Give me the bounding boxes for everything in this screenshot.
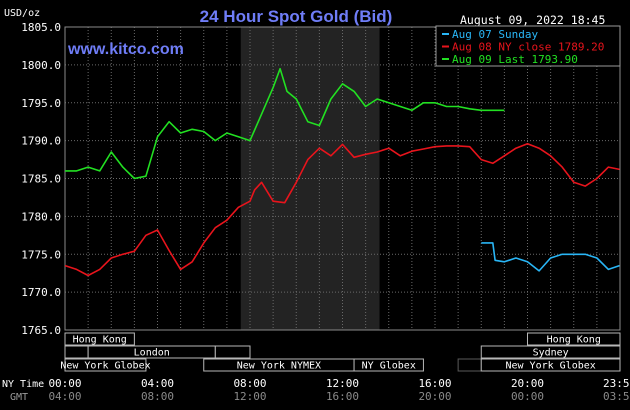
x-tick-label-ny: 00:00: [48, 377, 81, 390]
session-label: NY Globex: [362, 361, 416, 372]
session-label: Sydney: [533, 348, 569, 359]
x-tick-label-gmt: 20:00: [418, 390, 451, 403]
session-label: New York NYMEX: [237, 361, 321, 372]
y-tick-label: 1780.0: [21, 210, 61, 223]
session-bar: [214, 345, 251, 359]
website-watermark: www.kitco.com: [67, 41, 184, 58]
chart-timestamp: August 09, 2022 18:45: [460, 13, 605, 27]
session-label: New York Globex: [60, 361, 150, 372]
session-bar: [64, 358, 147, 372]
x-tick-label-ny: 04:00: [141, 377, 174, 390]
price-series-line: [65, 67, 505, 180]
x-axis-secondary-label: GMT: [10, 392, 28, 403]
x-tick-label-gmt: 04:00: [48, 390, 81, 403]
session-bar: [480, 345, 621, 359]
y-tick-label: 1775.0: [21, 248, 61, 261]
x-axis-primary-label: NY Time: [2, 379, 44, 390]
y-tick-label: 1805.0: [21, 21, 61, 34]
price-series-line: [481, 242, 620, 272]
x-tick-label-gmt: 03:59: [603, 390, 630, 403]
legend-entry: Aug 07 Sunday: [452, 28, 538, 41]
x-tick-label-gmt: 08:00: [141, 390, 174, 403]
session-label: London: [134, 348, 170, 359]
y-axis-label: USD/oz: [4, 8, 40, 19]
session-bar: [64, 332, 135, 346]
session-label: Hong Kong: [547, 335, 601, 346]
session-bar: [480, 358, 621, 372]
x-tick-label-gmt: 12:00: [233, 390, 266, 403]
legend-entry: Aug 08 NY close 1789.20: [452, 41, 604, 54]
y-tick-label: 1785.0: [21, 173, 61, 186]
y-tick-label: 1790.0: [21, 135, 61, 148]
session-bar: [527, 332, 621, 346]
x-tick-label-ny: 20:00: [511, 377, 544, 390]
x-tick-label-gmt: 16:00: [326, 390, 359, 403]
x-tick-label-ny: 23:59: [603, 377, 630, 390]
y-tick-label: 1770.0: [21, 286, 61, 299]
session-label: New York Globex: [505, 361, 595, 372]
session-label: Hong Kong: [73, 335, 127, 346]
legend-box: [435, 25, 621, 67]
y-tick-label: 1765.0: [21, 324, 61, 337]
plot-frame: [64, 26, 621, 331]
session-bar: [64, 345, 89, 359]
session-bar: [353, 358, 424, 372]
x-tick-label-ny: 12:00: [326, 377, 359, 390]
x-tick-label-ny: 16:00: [418, 377, 451, 390]
legend-entry: Aug 09 Last 1793.90: [452, 53, 578, 66]
chart-title: 24 Hour Spot Gold (Bid): [200, 7, 393, 26]
x-tick-label-ny: 08:00: [233, 377, 266, 390]
x-tick-label-gmt: 00:00: [511, 390, 544, 403]
session-bar: [457, 358, 482, 372]
shaded-session-region: [240, 27, 380, 330]
legend: Aug 07 Sunday Aug 08 NY close 1789.20 Au…: [435, 25, 621, 67]
price-series-line: [64, 142, 620, 277]
y-tick-label: 1795.0: [21, 97, 61, 110]
y-tick-label: 1800.0: [21, 59, 61, 72]
